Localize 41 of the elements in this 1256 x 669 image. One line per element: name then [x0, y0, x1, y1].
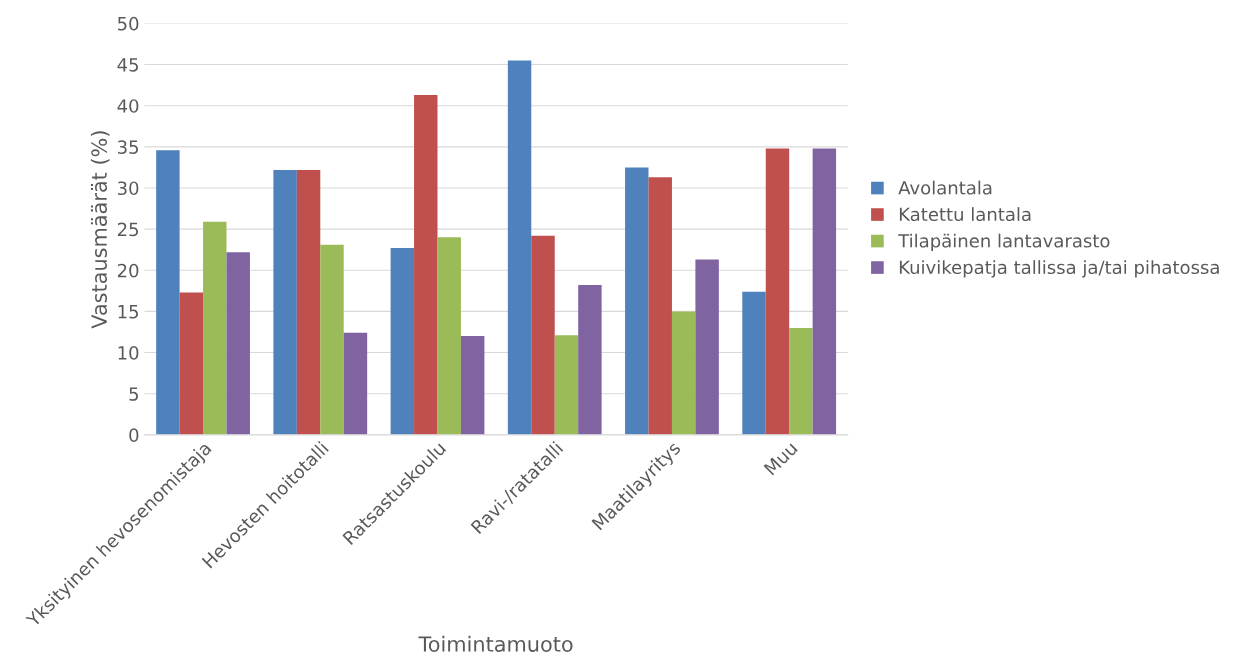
x-axis-title: Toimintamuoto — [418, 635, 573, 652]
bar — [203, 221, 227, 435]
y-tick-label: 35 — [117, 140, 138, 154]
bar — [460, 336, 485, 435]
y-tick-label: 15 — [118, 305, 138, 319]
bar — [226, 252, 250, 435]
bar — [320, 244, 344, 435]
bar — [296, 169, 321, 435]
bar — [578, 285, 602, 435]
bar — [742, 291, 766, 435]
bar — [437, 237, 461, 435]
bar — [531, 235, 555, 435]
y-tick-label: 10 — [118, 346, 139, 360]
bar — [765, 148, 790, 435]
bar — [695, 259, 719, 435]
bar — [179, 292, 204, 435]
bar — [554, 335, 579, 435]
bar — [671, 311, 696, 435]
y-tick-label: 5 — [129, 387, 138, 401]
y-tick-label: 30 — [117, 181, 139, 196]
bar — [390, 248, 415, 435]
y-tick-label: 0 — [129, 428, 139, 442]
legend-label: Kuivikepatja tallissa ja/tai pihatossa — [899, 260, 1219, 278]
bar — [273, 169, 297, 435]
bar — [625, 167, 649, 435]
legend-label: Tilapäinen lantavarasto — [898, 233, 1110, 252]
legend-label: Katettu lantala — [899, 207, 1031, 222]
bar — [414, 95, 438, 435]
bar — [648, 177, 672, 435]
y-tick-label: 45 — [117, 58, 138, 72]
y-tick-label: 40 — [117, 99, 139, 113]
legend-label: Avolantala — [898, 180, 992, 195]
bar — [789, 327, 813, 435]
y-axis-title: Vastausmäärät (%) — [90, 131, 110, 329]
bar — [507, 60, 532, 435]
bar — [156, 150, 180, 435]
y-tick-label: 20 — [117, 263, 139, 278]
y-tick-label: 50 — [118, 16, 139, 31]
bar — [343, 332, 368, 435]
y-tick-label: 25 — [117, 222, 138, 237]
bar — [812, 148, 837, 435]
